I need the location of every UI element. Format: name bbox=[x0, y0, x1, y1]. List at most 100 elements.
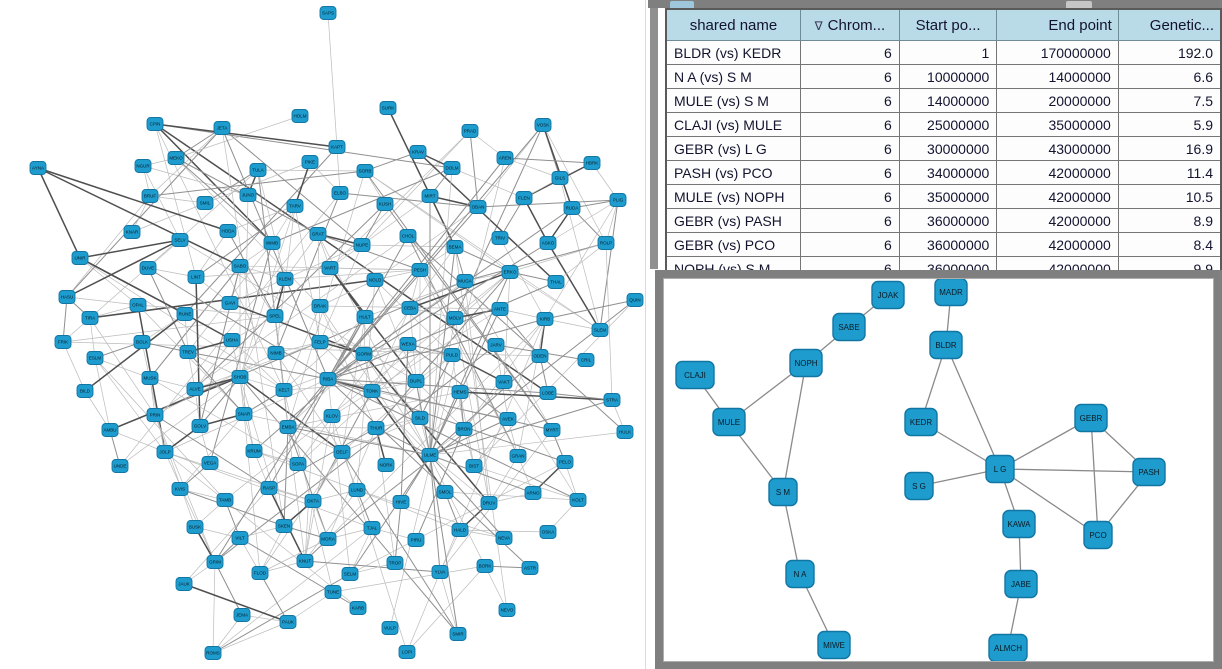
network-node[interactable]: BRUF bbox=[141, 189, 159, 203]
network-node[interactable]: GRAN bbox=[509, 449, 527, 463]
network-node[interactable]: LOPI bbox=[398, 645, 416, 659]
node-shape[interactable] bbox=[539, 236, 557, 250]
table-cell[interactable]: 42000000 bbox=[996, 208, 1119, 233]
network-node[interactable]: MUSK bbox=[141, 371, 159, 385]
network-node[interactable]: MYRT bbox=[543, 423, 561, 437]
column-header-end-point[interactable]: End point bbox=[996, 8, 1119, 41]
network-node[interactable]: JOLP bbox=[156, 445, 174, 459]
network-node[interactable]: LINT bbox=[187, 270, 205, 284]
network-node[interactable]: WEXA bbox=[399, 337, 417, 351]
node-shape[interactable] bbox=[495, 375, 513, 389]
node-shape[interactable] bbox=[451, 385, 469, 399]
node-shape[interactable] bbox=[319, 6, 337, 20]
network-node[interactable]: RASP bbox=[260, 481, 278, 495]
node-shape[interactable] bbox=[156, 445, 174, 459]
node-shape[interactable] bbox=[348, 483, 366, 497]
network-node[interactable]: MEKO bbox=[167, 151, 185, 165]
network-node[interactable]: PLIG bbox=[609, 193, 627, 207]
table-cell[interactable]: 7.5 bbox=[1117, 88, 1222, 113]
node-shape[interactable] bbox=[407, 374, 425, 388]
node-shape[interactable] bbox=[398, 645, 416, 659]
network-node[interactable]: STRA bbox=[603, 393, 621, 407]
network-node[interactable]: PIRU bbox=[407, 533, 425, 547]
node-shape[interactable] bbox=[789, 348, 823, 378]
table-row[interactable]: BLDR (vs) KEDR 6 1 170000000 192.0 bbox=[665, 40, 1222, 65]
node-shape[interactable] bbox=[499, 412, 517, 426]
node-shape[interactable] bbox=[461, 124, 479, 138]
node-shape[interactable] bbox=[431, 565, 449, 579]
network-node[interactable]: DELF bbox=[333, 445, 351, 459]
table-row[interactable]: GEBR (vs) PCO 6 36000000 42000000 8.4 bbox=[665, 232, 1222, 257]
network-node[interactable]: TULA bbox=[249, 163, 267, 177]
node-shape[interactable] bbox=[626, 293, 644, 307]
network-node[interactable]: TJAL bbox=[363, 521, 381, 535]
node-shape[interactable] bbox=[191, 419, 209, 433]
network-node[interactable]: TIRA bbox=[81, 311, 99, 325]
network-node[interactable]: NGUR bbox=[134, 159, 152, 173]
table-cell[interactable]: 8.4 bbox=[1117, 232, 1222, 257]
node-shape[interactable] bbox=[29, 161, 47, 175]
node-shape[interactable] bbox=[421, 448, 439, 462]
column-header-genetic---[interactable]: Genetic... bbox=[1117, 8, 1222, 41]
node-shape[interactable] bbox=[495, 531, 513, 545]
node-shape[interactable] bbox=[311, 299, 329, 313]
node-shape[interactable] bbox=[245, 444, 263, 458]
node-shape[interactable] bbox=[381, 621, 399, 635]
node-shape[interactable] bbox=[213, 121, 231, 135]
node-shape[interactable] bbox=[235, 407, 253, 421]
node-shape[interactable] bbox=[319, 532, 337, 546]
node-shape[interactable] bbox=[176, 307, 194, 321]
table-cell[interactable]: 6 bbox=[799, 64, 900, 89]
node-shape[interactable] bbox=[386, 556, 404, 570]
node-shape[interactable] bbox=[129, 298, 147, 312]
tab-fragment[interactable] bbox=[1066, 1, 1092, 8]
network-node[interactable]: KIRB bbox=[536, 312, 554, 326]
node-shape[interactable] bbox=[146, 408, 164, 422]
network-node[interactable]: HULT bbox=[356, 310, 374, 324]
network-node[interactable]: HIVE bbox=[392, 495, 410, 509]
column-header-shared-name[interactable]: shared name bbox=[665, 8, 801, 41]
network-node[interactable]: NOLD bbox=[366, 273, 384, 287]
network-node[interactable]: VULP bbox=[381, 621, 399, 635]
table-cell[interactable]: 10.5 bbox=[1117, 184, 1222, 209]
node-shape[interactable] bbox=[366, 273, 384, 287]
network-node[interactable]: VILT bbox=[231, 531, 249, 545]
node-shape[interactable] bbox=[509, 449, 527, 463]
node-shape[interactable] bbox=[319, 372, 337, 386]
network-node[interactable]: OBAN bbox=[469, 200, 487, 214]
network-node[interactable]: TARV bbox=[286, 199, 304, 213]
node-shape[interactable] bbox=[331, 186, 349, 200]
node-shape[interactable] bbox=[1002, 509, 1036, 539]
network-node[interactable]: ARNO bbox=[524, 486, 542, 500]
network-node[interactable]: UNDE bbox=[111, 459, 129, 473]
node-shape[interactable] bbox=[377, 458, 395, 472]
node-shape[interactable] bbox=[249, 163, 267, 177]
table-cell[interactable]: 16.9 bbox=[1117, 136, 1222, 161]
node-shape[interactable] bbox=[279, 615, 297, 629]
network-node[interactable]: UNIR bbox=[71, 251, 89, 265]
table-cell[interactable]: 6 bbox=[799, 88, 900, 113]
network-node[interactable]: ELBO bbox=[331, 186, 349, 200]
table-cell[interactable]: 192.0 bbox=[1117, 40, 1222, 65]
node-shape[interactable] bbox=[175, 577, 193, 591]
network-node[interactable]: TONK bbox=[363, 384, 381, 398]
network-edge-GEBR-PCO[interactable] bbox=[1090, 417, 1099, 536]
network-node[interactable]: JUNO bbox=[239, 188, 257, 202]
network-node-PCO[interactable]: PCO bbox=[1083, 520, 1113, 550]
node-shape[interactable] bbox=[111, 459, 129, 473]
node-shape[interactable] bbox=[179, 345, 197, 359]
network-edge-LG-PASH[interactable] bbox=[999, 468, 1150, 473]
node-shape[interactable] bbox=[569, 493, 587, 507]
network-node[interactable]: OPAL bbox=[129, 298, 147, 312]
network-node[interactable]: TUNE bbox=[324, 585, 342, 599]
network-node[interactable]: TREV bbox=[179, 345, 197, 359]
network-node[interactable]: SNAR bbox=[235, 407, 253, 421]
network-node[interactable]: HODA bbox=[219, 224, 237, 238]
network-node[interactable]: SMIR bbox=[449, 627, 467, 641]
network-node[interactable]: KRAV bbox=[409, 145, 427, 159]
node-shape[interactable] bbox=[231, 531, 249, 545]
network-node[interactable]: ODEN bbox=[531, 349, 549, 363]
node-shape[interactable] bbox=[551, 171, 569, 185]
node-shape[interactable] bbox=[421, 189, 439, 203]
node-shape[interactable] bbox=[206, 555, 224, 569]
